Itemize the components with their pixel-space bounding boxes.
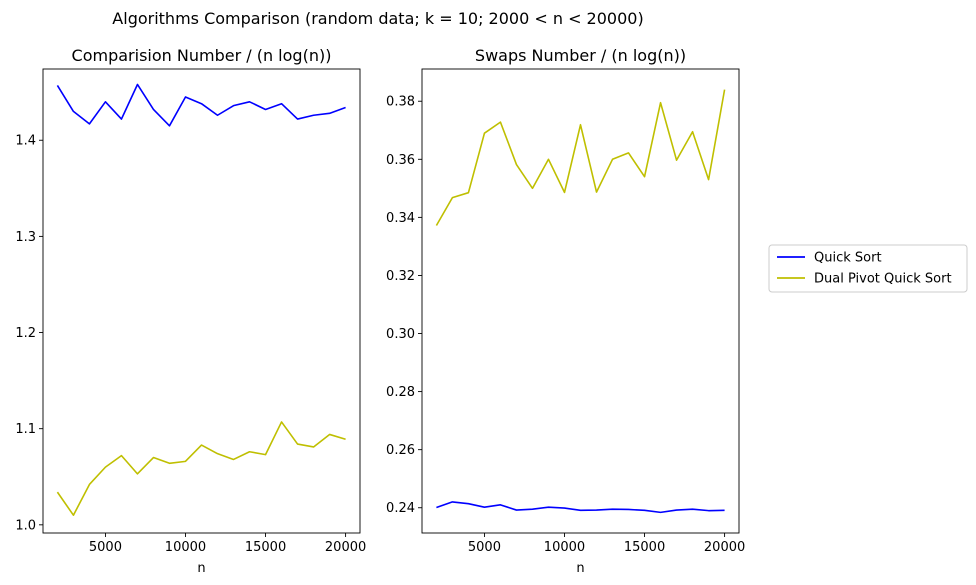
x-tick-label: 10000 [544,540,585,555]
x-tick-label: 5000 [468,540,501,555]
y-tick-label: 0.26 [386,443,415,458]
y-tick-label: 0.30 [386,327,415,342]
y-tick-label: 1.3 [15,230,36,245]
axes-frame [421,68,740,534]
x-axis-label: n [576,561,584,576]
legend-entry-label: Dual Pivot Quick Sort [814,272,952,287]
series-line-dual-pivot-quick-sort [435,89,726,226]
y-tick-label: 1.2 [15,326,36,341]
y-tick-label: 0.34 [386,211,415,226]
series-line-quick-sort [436,501,725,514]
subplot-title: Comparision Number / (n log(n)) [72,46,332,65]
x-tick-label: 5000 [89,540,122,555]
series-line-dual-pivot-quick-sort [56,421,346,517]
x-tick-label: 10000 [165,540,206,555]
y-tick-label: 1.1 [15,422,36,437]
x-tick-label: 15000 [624,540,665,555]
y-tick-label: 1.4 [15,134,36,149]
x-axis-label: n [197,561,205,576]
x-tick-label: 20000 [704,540,745,555]
y-tick-label: 0.32 [386,269,415,284]
comparison-number-subplot: Comparision Number / (n log(n)) 5000 10000… [15,46,366,576]
x-tick-label: 20000 [325,540,366,555]
legend: Quick Sort Dual Pivot Quick Sort [768,244,968,293]
legend-entry-label: Quick Sort [814,251,882,266]
y-tick-label: 0.28 [386,385,415,400]
y-tick-label: 0.36 [386,153,415,168]
swaps-number-subplot: Swaps Number / (n log(n)) 5000 10000 15000 2… [386,46,745,576]
y-tick-label: 0.24 [386,501,415,516]
subplot-title: Swaps Number / (n log(n)) [475,46,686,65]
legend-box [768,244,968,293]
series-line-quick-sort [56,83,346,127]
x-tick-label: 15000 [245,540,286,555]
y-tick-label: 0.38 [386,95,415,110]
axes-frame [42,68,361,534]
y-tick-label: 1.0 [15,518,36,533]
figure-title: Algorithms Comparison (random data; k = … [112,9,643,28]
